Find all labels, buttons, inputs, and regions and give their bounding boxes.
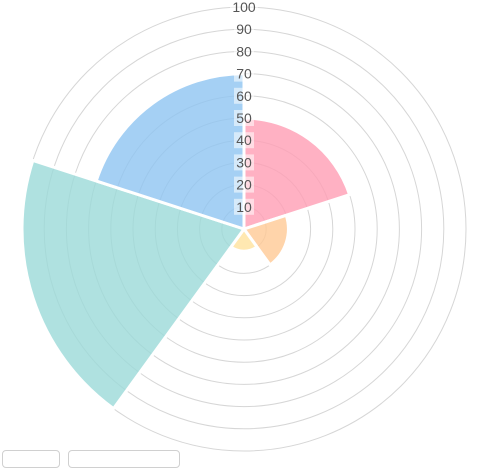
polar-area-chart: 10 20 30 40 50 60 70 80 90 100 — [2, 0, 467, 468]
slice-3[interactable] — [20, 158, 246, 411]
tick-label-50: 50 — [234, 110, 254, 126]
svg-text:30: 30 — [236, 154, 252, 170]
tick-label-70: 70 — [234, 65, 254, 82]
svg-text:70: 70 — [236, 66, 252, 82]
data-slices — [20, 72, 352, 411]
svg-text:20: 20 — [236, 177, 252, 193]
svg-text:80: 80 — [236, 43, 252, 59]
tick-label-60: 60 — [234, 87, 254, 104]
tick-label-30: 30 — [234, 154, 254, 171]
svg-text:40: 40 — [236, 132, 252, 148]
tick-label-100: 100 — [230, 0, 258, 15]
tick-label-80: 80 — [234, 43, 254, 60]
polar-chart-svg: 10 20 30 40 50 60 70 80 90 100 — [20, 0, 467, 452]
svg-text:10: 10 — [236, 199, 252, 215]
tick-label-40: 40 — [234, 132, 254, 149]
slice-0[interactable] — [242, 116, 352, 231]
svg-text:50: 50 — [236, 110, 252, 126]
bottom-button-left[interactable] — [2, 450, 60, 468]
bottom-button-right[interactable] — [68, 450, 180, 468]
svg-text:60: 60 — [236, 88, 252, 104]
svg-text:90: 90 — [236, 21, 252, 37]
tick-label-10: 10 — [234, 198, 254, 215]
slice-4[interactable] — [94, 72, 246, 231]
tick-label-90: 90 — [234, 21, 254, 38]
svg-text:100: 100 — [232, 0, 256, 15]
radial-tick-labels: 10 20 30 40 50 60 70 80 90 100 — [230, 0, 258, 215]
tick-label-20: 20 — [234, 176, 254, 193]
slice-1[interactable] — [242, 213, 290, 267]
